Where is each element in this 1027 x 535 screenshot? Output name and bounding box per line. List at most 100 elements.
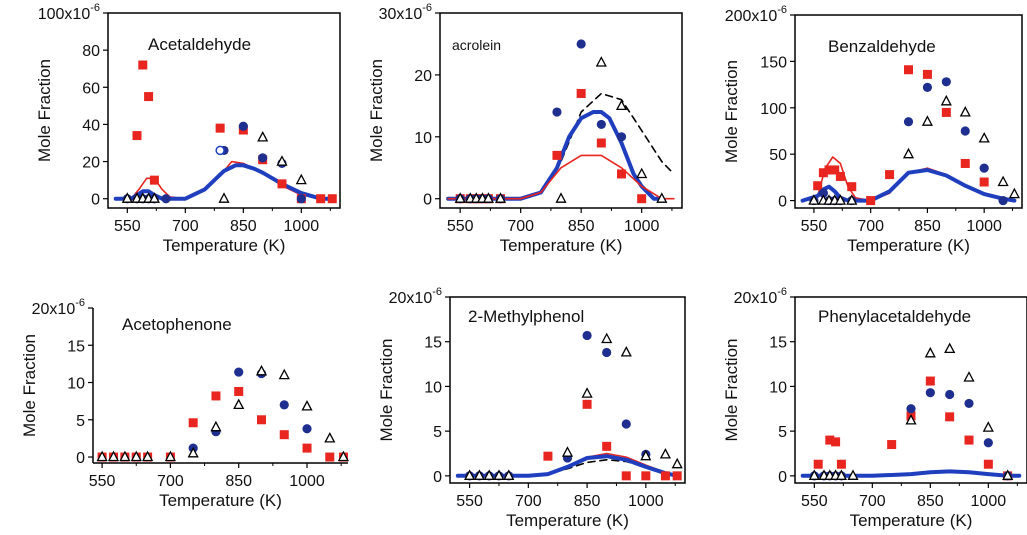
y-tick-label: 20 (82, 155, 100, 172)
y-tick-label: 10 (414, 130, 432, 147)
data-point-triangle (187, 446, 199, 458)
data-point-triangle (671, 457, 683, 469)
data-point-square (836, 459, 846, 469)
data-point-square (279, 430, 289, 440)
data-point-circle (582, 330, 592, 341)
data-point-open-circle (215, 145, 225, 156)
data-point-triangle (636, 167, 648, 179)
data-point-square (866, 196, 876, 206)
data-point-circle (922, 82, 933, 92)
x-tick-label: 1000 (289, 473, 325, 490)
data-point-square (964, 435, 974, 445)
data-point-square (887, 440, 897, 450)
y-tick-label: 50 (769, 147, 787, 164)
data-point-triangle (601, 332, 613, 344)
data-point-square (132, 131, 142, 141)
x-tick-label: 700 (507, 218, 534, 235)
chart-panel-6: 550 700 850 1000 0 5 10 15 20x10-6 Temperature (K… (722, 286, 1027, 530)
y-tick-label: 15 (424, 335, 442, 352)
data-point-triangle (96, 450, 108, 462)
data-point-square (582, 399, 592, 409)
x-tick-label: 550 (89, 473, 116, 490)
x-tick-label: 550 (801, 218, 828, 235)
data-point-triangle (337, 450, 349, 462)
y-tick-label: 10 (67, 376, 85, 393)
data-point-circle (616, 132, 627, 142)
data-point-square (302, 443, 312, 453)
chart-title: 2-Methylphenol (468, 307, 584, 326)
x-axis-label: Temperature (K) (500, 236, 623, 255)
x-tick-label: 700 (859, 493, 886, 510)
data-point-triangle (482, 192, 494, 203)
data-point-square (149, 175, 159, 185)
data-point-circle (941, 77, 951, 87)
data-point-square (256, 415, 266, 425)
data-point-triangle (847, 469, 859, 480)
data-point-circle (818, 188, 828, 198)
data-point-triangle (978, 132, 990, 143)
data-point-circle (258, 153, 268, 163)
data-point-square (945, 412, 955, 422)
x-tick-label: 550 (456, 493, 483, 510)
data-point-triangle (659, 448, 671, 459)
data-point-triangle (464, 469, 476, 480)
data-point-triangle (615, 99, 628, 111)
data-point-triangle (959, 106, 971, 117)
data-point-circle (960, 126, 970, 136)
data-point-triangle (835, 469, 847, 480)
x-axis-label: Temperature (K) (159, 491, 282, 510)
data-point-triangle (924, 346, 936, 358)
data-point-circle (906, 404, 916, 414)
data-point-triangle (218, 192, 230, 203)
x-tick-label: 850 (914, 218, 941, 235)
plot-frame (449, 296, 686, 484)
y-axis-label: Mole Fraction (35, 59, 54, 162)
data-point-triangle (656, 192, 668, 203)
y-tick-label: 15 (769, 335, 787, 352)
chart-title: Benzaldehyde (828, 37, 936, 56)
data-point-triangle (902, 147, 915, 159)
y-axis-label: Mole Fraction (722, 339, 741, 442)
y-tick-label: 0 (433, 469, 442, 486)
data-point-triangle (276, 155, 288, 166)
data-point-triangle (561, 446, 574, 457)
data-point-circle (903, 117, 914, 127)
data-point-circle (602, 347, 612, 358)
data-point-triangle (295, 173, 307, 185)
data-point-triangle (142, 450, 154, 462)
data-point-triangle (301, 400, 313, 411)
x-tick-label: 700 (172, 218, 199, 235)
y-tick-label: 80 (82, 43, 100, 60)
data-point-circle (576, 39, 586, 49)
data-point-square (904, 65, 913, 75)
data-point-square (543, 451, 553, 461)
chart-panel-3: 550 700 850 1000 0 50 100 150 200x10-6 Temperatur… (722, 4, 1023, 255)
data-point-triangle (255, 364, 268, 376)
x-tick-label: 1000 (971, 493, 1007, 510)
model-line-dashed (447, 92, 675, 200)
data-point-triangle (164, 450, 176, 462)
data-point-square (211, 391, 221, 401)
x-axis-label: Temperature (K) (850, 511, 973, 530)
x-tick-label: 850 (230, 218, 257, 235)
data-point-triangle (921, 115, 933, 126)
data-point-square (925, 376, 935, 386)
data-point-triangle (121, 192, 133, 203)
data-point-square (327, 194, 337, 204)
data-point-square (835, 171, 845, 181)
data-point-circle (302, 424, 312, 434)
data-point-square (596, 138, 606, 148)
model-line-blue (455, 454, 680, 478)
data-point-triangle (808, 194, 820, 205)
data-point-square (885, 170, 895, 180)
data-point-triangle (905, 414, 917, 425)
data-point-square (922, 69, 932, 79)
x-tick-label: 550 (447, 218, 474, 235)
x-tick-label: 850 (568, 218, 595, 235)
data-point-triangle (454, 192, 466, 203)
data-point-square (621, 471, 631, 481)
data-point-square (552, 150, 562, 160)
x-tick-label: 1000 (284, 218, 320, 235)
y-tick-label: 0 (778, 194, 787, 211)
